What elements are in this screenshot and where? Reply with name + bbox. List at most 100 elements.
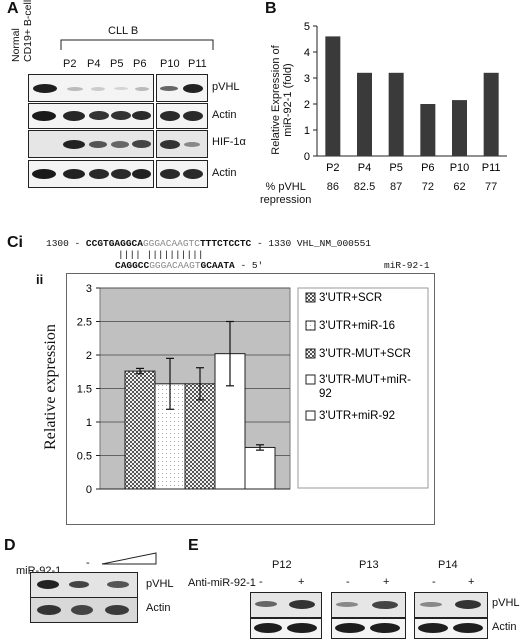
lane-label-p10: P10 (160, 58, 180, 70)
lane-label-p5: P5 (110, 58, 124, 70)
blot-d-actin (30, 597, 138, 623)
blot-e-p14-actin (414, 618, 488, 639)
repression-label-line2: repression (260, 194, 312, 206)
chart-c-ytick-label: 2.5 (77, 317, 92, 329)
chart-b-xtick-label: P10 (450, 162, 470, 173)
chart-b-ylabel: Relative Expression of miR-92-1 (fold) (270, 25, 294, 175)
row-label-pvhl-a: pVHL (212, 81, 240, 93)
chart-c-legend-swatch (305, 374, 316, 385)
row-label-actin-a1: Actin (212, 109, 237, 121)
repression-value: 72 (421, 181, 434, 193)
sequence-vhl: 1300 - CCGTGAGGCAGGGACAAGTCTTTCTCCTC - 1… (46, 238, 371, 249)
chart-b-ylabel-line2: miR-92-1 (fold) (282, 63, 294, 137)
blot-e-p12-actin (250, 618, 322, 639)
chart-c-legend-label: 3'UTR+SCR (319, 292, 382, 304)
blot-hif1a-side (156, 130, 208, 158)
repression-value: 77 (485, 181, 498, 193)
e-patient-p12: P12 (272, 559, 292, 571)
chart-c-legend-label: 92 (319, 388, 332, 400)
chart-c-bar (244, 446, 276, 490)
chart-b-ytick-label: 1 (304, 125, 310, 137)
chart-b-xtick-label: P6 (421, 162, 434, 173)
mirna-label: miR-92-1 (384, 260, 430, 271)
repression-label-line1: % pVHL (265, 181, 306, 193)
chart-b-ylabel-line1: Relative Expression of (270, 45, 282, 155)
sequence-mirna: CAGGCCGGGACAAGTGCAATA - 5' (115, 260, 263, 271)
e-sign-3: - (346, 576, 350, 588)
e-sign-1: - (259, 576, 263, 588)
e-patient-p14: P14 (438, 559, 458, 571)
chart-b-bar (325, 36, 341, 156)
chart-b-bar (420, 104, 436, 156)
blot-pvhl-main (28, 74, 154, 102)
blot-hif1a-main (28, 130, 154, 158)
chart-c-ytick-label: 2 (86, 350, 92, 362)
lane-label-p4: P4 (87, 58, 101, 70)
seq-top-bold1: CCGTGAGGCA (85, 238, 143, 249)
chart-b-ytick-label: 2 (304, 99, 310, 111)
panel-label-ci: Ci (7, 234, 23, 251)
chart-b-ytick-label: 4 (304, 47, 310, 59)
chart-c: 0 0.5 1 1.5 2 2.5 3 3'UTR+SCR 3'UTR+miR-16 3'UTR-… (77, 283, 429, 496)
row-label-hif1a: HIF-1α (212, 136, 246, 148)
chart-c-legend-swatch (305, 320, 316, 331)
repression-value: 86 (326, 181, 339, 193)
repression-value: 82.5 (353, 181, 376, 193)
chart-b-ytick-label: 3 (304, 73, 310, 85)
chart-c-ytick-label: 3 (86, 283, 92, 295)
d-minus-sign: - (86, 557, 90, 569)
chart-c-legend-label: 3'UTR+miR-92 (319, 410, 395, 422)
chart-b-bar (388, 72, 404, 156)
blot-actin-2-side (156, 160, 208, 188)
e-sign-6: + (468, 576, 475, 588)
panel-label-a: A (7, 0, 19, 17)
chart-c-ylabel: Relative expression (42, 324, 59, 450)
chart-b-bar (357, 72, 372, 156)
seq-bottom-bold2: GCAATA (200, 260, 235, 271)
chart-c-ytick-label: 0 (86, 484, 92, 496)
blot-e-p13-actin (331, 618, 406, 639)
chart-c-legend-swatch (305, 410, 316, 421)
e-sign-4: + (383, 576, 390, 588)
chart-b-xtick-label: P5 (389, 162, 402, 173)
chart-b-xtick-label: P11 (482, 162, 501, 173)
seq-top-bold2: TTTCTCCTC (199, 238, 252, 249)
blot-actin-1-main (28, 103, 154, 129)
blot-actin-2-main (28, 160, 154, 188)
seq-top-seed: GGGACAAGT (142, 238, 195, 249)
blot-d-pvhl (30, 572, 138, 598)
chart-c-legend (297, 287, 429, 489)
panel-label-e: E (188, 537, 199, 554)
e-treatment-label: Anti-miR-92-1 (188, 577, 256, 589)
d-row-label-pvhl: pVHL (146, 578, 174, 590)
normal-label-line1: Normal (10, 28, 22, 62)
panel-label-b: B (265, 0, 277, 17)
chart-b: 0 1 2 3 4 5 P2 P4 P5 P6 P10 P11 (304, 21, 507, 173)
chart-b-bar (483, 72, 499, 156)
blot-e-p13-pvhl (331, 592, 406, 618)
normal-label-line2: CD19+ B-cells (22, 0, 34, 62)
e-patient-p13: P13 (359, 559, 379, 571)
repression-value: 87 (390, 181, 403, 193)
chart-c-legend-label: 3'UTR+miR-16 (319, 320, 395, 332)
chart-c-legend-swatch (305, 348, 316, 359)
chart-b-bar (452, 100, 467, 156)
chart-b-xtick-label: P4 (358, 162, 371, 173)
chart-c-ytick-label: 1.5 (77, 384, 92, 396)
chart-c-legend-label: 3'UTR-MUT+miR- (319, 374, 411, 386)
panel-label-cii: ii (36, 272, 44, 287)
repression-label: % pVHL repression (260, 181, 311, 207)
lane-label-p11: P11 (188, 58, 207, 70)
cll-b-label: CLL B (108, 25, 139, 37)
seq-start: 1300 - (46, 238, 86, 249)
e-row-label-actin: Actin (492, 621, 517, 633)
e-row-label-pvhl: pVHL (492, 597, 520, 609)
seq-bottom-end: - 5' (234, 260, 264, 271)
chart-c-legend-swatch (305, 292, 316, 303)
seq-top-end: - 1330 VHL_NM_000551 (251, 238, 371, 249)
chart-b-xtick-label: P2 (326, 162, 339, 173)
seq-bottom-seed: GGGACAAGT (149, 260, 201, 271)
cll-b-bracket (60, 39, 214, 50)
d-dose-wedge (101, 552, 157, 565)
blot-actin-1-side (156, 103, 208, 129)
